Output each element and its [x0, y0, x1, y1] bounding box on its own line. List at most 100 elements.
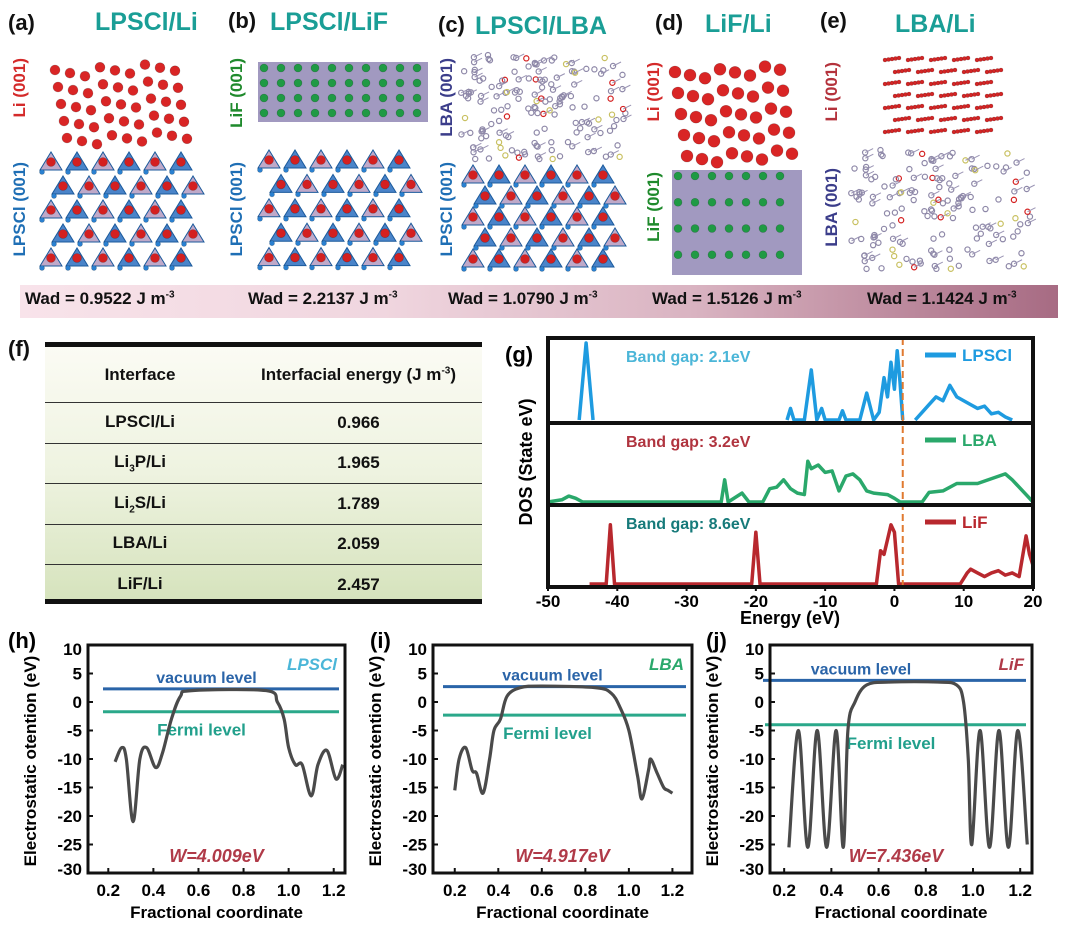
y-tick-label: 0 — [73, 693, 82, 712]
structure-b — [257, 62, 428, 271]
panel-title-b: LPSCl/LiF — [270, 8, 389, 36]
wad-text: Wad = 1.1424 J m — [867, 289, 1008, 308]
wad-unit-exponent: -3 — [388, 289, 398, 301]
table-row: Li2S/Li 1.789 — [45, 484, 482, 525]
wad-value-e: Wad = 1.1424 J m-3 — [867, 289, 1017, 309]
y-tick-label: 0 — [418, 693, 427, 712]
y-tick-label: -10 — [57, 750, 82, 769]
y-tick-label: 5 — [755, 665, 764, 684]
x-tick-label: 0.2 — [772, 881, 796, 900]
x-tick-label: 0.6 — [530, 881, 554, 900]
header-energy-exponent: -3 — [441, 364, 451, 376]
wad-unit-exponent: -3 — [1007, 289, 1017, 301]
panel-label-c: (c) — [438, 12, 465, 37]
cell-interface: LBA/Li — [45, 533, 235, 555]
cell-interface: Li2S/Li — [45, 493, 235, 515]
wad-value-c: Wad = 1.0790 J m-3 — [448, 289, 598, 309]
cell-interfacial-energy: 2.059 — [337, 534, 380, 554]
work-function-label: W=4.009eV — [169, 846, 266, 866]
y-tick-label: -15 — [402, 779, 427, 798]
x-tick-label: 0.4 — [142, 881, 166, 900]
structure-d — [668, 60, 802, 275]
panel-title-c: LPSCl/LBA — [475, 12, 607, 40]
cell-interfacial-energy: 1.965 — [337, 453, 380, 473]
x-tick-label: -30 — [674, 592, 699, 611]
vacuum-level-label: vacuum level — [156, 670, 257, 687]
panel-title-a: LPSCl/Li — [95, 8, 198, 36]
dos-series-lpscl — [577, 341, 595, 421]
table-row: Li3P/Li 1.965 — [45, 444, 482, 484]
y-tick-label: -25 — [402, 836, 427, 855]
cell-interfacial-energy: 0.966 — [337, 412, 380, 432]
panel-label-j: (j) — [706, 628, 727, 653]
vacuum-level-label: vacuum level — [502, 668, 603, 685]
interface-name: LiF/Li — [117, 574, 163, 594]
wad-unit-exponent: -3 — [165, 289, 175, 301]
interface-subscript: 2 — [129, 503, 135, 515]
potential-chart-h: (h) vacuum level Fermi level LPSCl W=4.009eV… — [8, 628, 347, 922]
y-axis-title: Electrostatic otention (eV) — [21, 656, 40, 867]
structure-e — [848, 55, 1037, 273]
material-label: LiF — [999, 655, 1025, 674]
x-axis-title: Energy (eV) — [740, 608, 840, 628]
y-tick-label: 10 — [745, 640, 764, 659]
x-tick-label: 0.4 — [486, 881, 510, 900]
work-function-label: W=4.917eV — [515, 846, 612, 866]
interface-name-rest: S/Li — [134, 492, 166, 512]
panel-label-g: (g) — [505, 342, 533, 367]
y-tick-label: -5 — [412, 722, 427, 741]
header-interfacial-energy: Interfacial energy (J m-3) — [235, 365, 482, 385]
wad-value-b: Wad = 2.2137 J m-3 — [248, 289, 398, 309]
y-tick-label: -20 — [402, 807, 427, 826]
y-tick-label: -10 — [739, 750, 764, 769]
y-tick-label: 0 — [755, 693, 764, 712]
y-tick-label: -15 — [57, 779, 82, 798]
interfacial-energy-table: Interface Interfacial energy (J m-3) LPS… — [45, 342, 482, 604]
wad-text: Wad = 0.9522 J m — [25, 289, 166, 308]
potential-chart-i: (i) vacuum level Fermi level LBA W=4.917eV 10… — [366, 628, 694, 922]
potential-chart-j: (j) vacuum level Fermi level LiF W=7.436eV 10… — [703, 628, 1034, 922]
y-axis-title: Electrostatic otention (eV) — [703, 656, 722, 867]
panel-label-e: (e) — [820, 8, 847, 33]
cell-interface: LPSCl/Li — [45, 412, 235, 434]
x-tick-label: 1.0 — [961, 881, 985, 900]
x-tick-label: 0.8 — [914, 881, 938, 900]
interface-name-rest: P/Li — [134, 452, 166, 472]
wad-value-a: Wad = 0.9522 J m-3 — [25, 289, 175, 309]
x-tick-label: 0 — [890, 592, 899, 611]
structure-a — [39, 59, 205, 271]
x-tick-label: 0.6 — [867, 881, 891, 900]
work-function-label: W=7.436eV — [849, 846, 946, 866]
interface-name: Li — [114, 452, 130, 472]
fermi-level-label: Fermi level — [503, 724, 592, 743]
y-tick-label: -30 — [739, 860, 764, 879]
y-tick-label: -5 — [749, 722, 764, 741]
table-header-row: Interface Interfacial energy (J m-3) — [45, 347, 482, 403]
y-tick-label: 5 — [73, 665, 82, 684]
x-tick-label: 1.0 — [617, 881, 641, 900]
dos-series-lpscl — [785, 348, 905, 422]
band-gap-label: Band gap: 2.1eV — [626, 349, 751, 366]
x-tick-label: -20 — [744, 592, 769, 611]
panel-title-e: LBA/Li — [895, 10, 976, 38]
legend-label-lba: LBA — [962, 431, 997, 450]
fermi-level-label: Fermi level — [157, 721, 246, 740]
vacuum-level-label: vacuum level — [811, 661, 912, 678]
crystal-structure-renders — [39, 51, 1037, 275]
table-row: LBA/Li 2.059 — [45, 525, 482, 565]
material-label: LBA — [649, 655, 684, 674]
potential-curve — [453, 684, 674, 801]
y-tick-label: -15 — [739, 779, 764, 798]
panel-label-h: (h) — [8, 628, 36, 653]
cell-interface: Li3P/Li — [45, 452, 235, 474]
x-tick-label: 1.0 — [277, 881, 301, 900]
panel-label-f: (f) — [8, 336, 30, 361]
structure-c — [457, 51, 632, 272]
legend-label-lif: LiF — [962, 513, 988, 532]
y-tick-label: 10 — [408, 640, 427, 659]
x-tick-label: 1.2 — [322, 881, 346, 900]
y-tick-label: -10 — [402, 750, 427, 769]
header-interface: Interface — [104, 364, 176, 384]
wad-value-d: Wad = 1.5126 J m-3 — [652, 289, 802, 309]
